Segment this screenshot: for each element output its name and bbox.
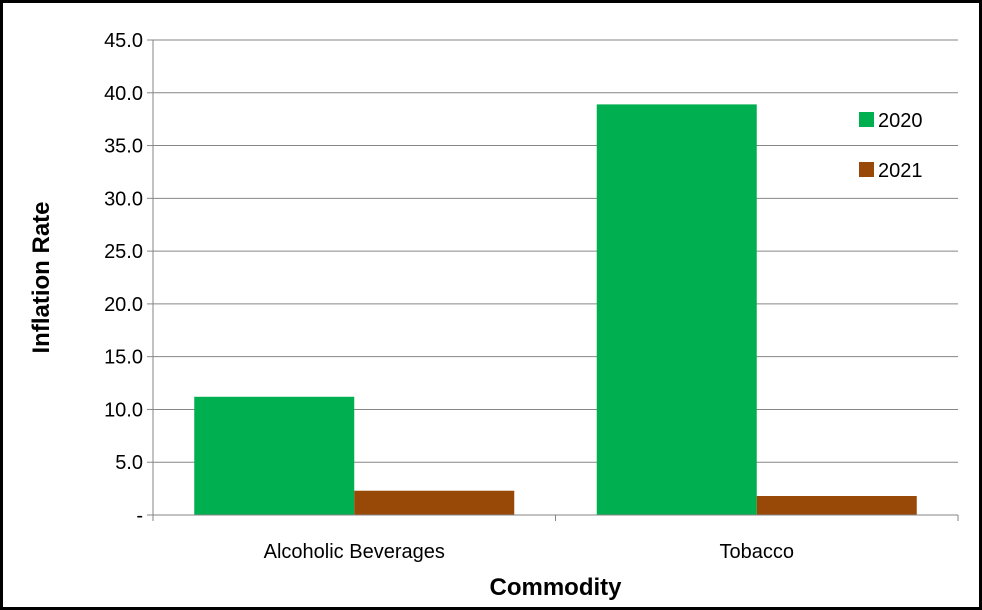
- bar-2021-1: [756, 496, 917, 515]
- axes: [147, 39, 959, 521]
- x-tick-labels: Alcoholic Beverages Tobacco: [264, 541, 794, 563]
- legend-swatch-2020: [859, 112, 874, 127]
- x-tick-label: Tobacco: [720, 541, 795, 563]
- bar-2021-0: [354, 490, 515, 515]
- y-tick-label: 40.0: [104, 83, 143, 105]
- y-tick-label: 15.0: [104, 347, 143, 369]
- y-axis-title: Inflation Rate: [28, 201, 55, 353]
- y-tick-label: 25.0: [104, 241, 143, 263]
- legend: 2020 2021: [859, 110, 923, 182]
- x-axis-title: Commodity: [490, 574, 623, 601]
- y-tick-label: 20.0: [104, 294, 143, 316]
- y-tick-label: 10.0: [104, 399, 143, 421]
- legend-label-2020: 2020: [878, 110, 923, 132]
- legend-swatch-2021: [859, 162, 874, 177]
- y-tick-label: 45.0: [104, 30, 143, 52]
- bar-2020-1: [596, 104, 757, 515]
- y-tick-label: 35.0: [104, 136, 143, 158]
- bar-2020-0: [194, 396, 355, 515]
- y-tick-label: 30.0: [104, 188, 143, 210]
- legend-label-2021: 2021: [878, 160, 923, 182]
- y-tick-labels: - 5.0 10.0 15.0 20.0 25.0 30.0 35.0 40.0 45.0: [104, 30, 143, 527]
- bar-chart: - 5.0 10.0 15.0 20.0 25.0 30.0 35.0 40.0 45.0 Alc…: [28, 30, 959, 601]
- y-tick-label: -: [136, 505, 143, 527]
- y-tick-label: 5.0: [115, 452, 143, 474]
- bars: [194, 104, 917, 515]
- x-tick-label: Alcoholic Beverages: [264, 541, 445, 563]
